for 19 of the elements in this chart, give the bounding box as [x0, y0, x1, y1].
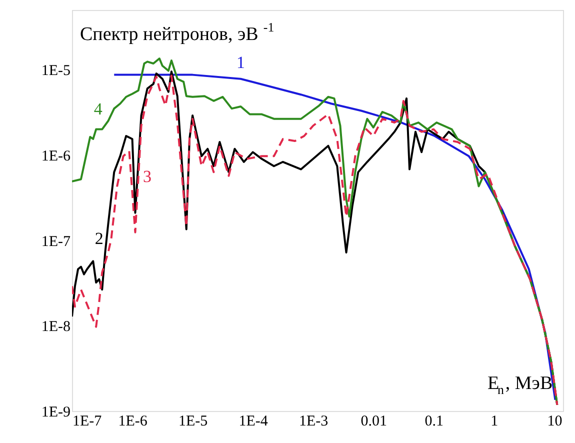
- y-tick-label: 1E-5: [41, 63, 70, 80]
- y-tick-label: 1E-6: [41, 148, 71, 164]
- y-tick-label: 1E-8: [41, 319, 70, 336]
- x-tick-label: 1E-6: [118, 414, 148, 430]
- x-tick-label: 1: [490, 414, 498, 430]
- x-tick-label: 1E-3: [299, 414, 328, 430]
- y-tick-label: 1E-7: [41, 234, 71, 250]
- series-label: 3: [142, 167, 152, 186]
- series-label: 4: [94, 99, 103, 118]
- y-axis-title: Спектр нейтронов, эВ-1: [80, 19, 274, 45]
- x-tick-label: 0.01: [360, 414, 387, 430]
- x-tick-label: 0.1: [424, 414, 444, 430]
- series-label: 1: [236, 52, 245, 72]
- y-tick-label: 1E-9: [41, 404, 70, 420]
- x-tick-label: 10: [547, 414, 562, 430]
- series-label: 2: [94, 229, 104, 248]
- x-tick-label: 1E-4: [238, 414, 268, 430]
- x-tick-label: 1E-7: [72, 414, 102, 430]
- x-tick-label: 1E-5: [178, 414, 208, 430]
